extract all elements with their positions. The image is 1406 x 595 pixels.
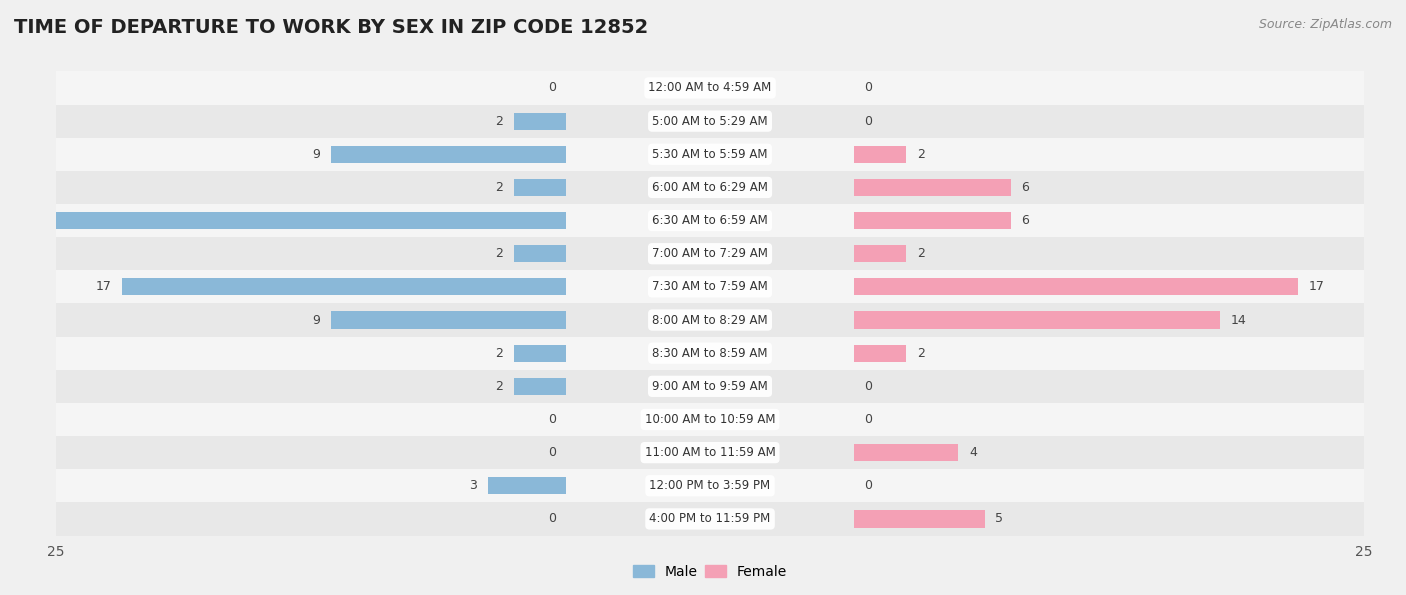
- Text: 9:00 AM to 9:59 AM: 9:00 AM to 9:59 AM: [652, 380, 768, 393]
- Bar: [853, 511, 984, 528]
- Text: Source: ZipAtlas.com: Source: ZipAtlas.com: [1258, 18, 1392, 31]
- Text: 2: 2: [495, 115, 503, 127]
- Text: 0: 0: [865, 380, 872, 393]
- Text: 9: 9: [312, 148, 321, 161]
- Bar: [56, 270, 1364, 303]
- Bar: [122, 278, 567, 296]
- Bar: [0, 212, 567, 229]
- Bar: [853, 278, 1298, 296]
- Bar: [853, 146, 905, 163]
- Text: 10:00 AM to 10:59 AM: 10:00 AM to 10:59 AM: [645, 413, 775, 426]
- Bar: [56, 71, 1364, 105]
- Text: 11:00 AM to 11:59 AM: 11:00 AM to 11:59 AM: [645, 446, 775, 459]
- Bar: [330, 311, 567, 328]
- Bar: [515, 245, 567, 262]
- Bar: [853, 245, 905, 262]
- Text: 5:00 AM to 5:29 AM: 5:00 AM to 5:29 AM: [652, 115, 768, 127]
- Text: 0: 0: [548, 413, 555, 426]
- Text: 2: 2: [495, 347, 503, 359]
- Text: 3: 3: [470, 480, 477, 492]
- Bar: [56, 469, 1364, 502]
- Text: 2: 2: [917, 148, 925, 161]
- Bar: [515, 378, 567, 395]
- Bar: [515, 179, 567, 196]
- Bar: [56, 369, 1364, 403]
- Text: 5:30 AM to 5:59 AM: 5:30 AM to 5:59 AM: [652, 148, 768, 161]
- Text: 9: 9: [312, 314, 321, 327]
- Text: 8:00 AM to 8:29 AM: 8:00 AM to 8:29 AM: [652, 314, 768, 327]
- Text: 2: 2: [917, 248, 925, 260]
- Text: 2: 2: [495, 181, 503, 194]
- Text: 4:00 PM to 11:59 PM: 4:00 PM to 11:59 PM: [650, 512, 770, 525]
- Text: 0: 0: [865, 115, 872, 127]
- Bar: [515, 112, 567, 130]
- Bar: [56, 337, 1364, 369]
- Text: 0: 0: [865, 480, 872, 492]
- Bar: [56, 436, 1364, 469]
- Bar: [853, 311, 1220, 328]
- Bar: [853, 444, 959, 461]
- Bar: [56, 171, 1364, 204]
- Text: 6:30 AM to 6:59 AM: 6:30 AM to 6:59 AM: [652, 214, 768, 227]
- Bar: [56, 137, 1364, 171]
- Text: 17: 17: [96, 280, 111, 293]
- Bar: [853, 345, 905, 362]
- Bar: [56, 403, 1364, 436]
- Bar: [56, 303, 1364, 337]
- Text: 17: 17: [1309, 280, 1324, 293]
- Bar: [56, 105, 1364, 137]
- Bar: [56, 204, 1364, 237]
- Text: 12:00 AM to 4:59 AM: 12:00 AM to 4:59 AM: [648, 82, 772, 95]
- Text: TIME OF DEPARTURE TO WORK BY SEX IN ZIP CODE 12852: TIME OF DEPARTURE TO WORK BY SEX IN ZIP …: [14, 18, 648, 37]
- Bar: [56, 237, 1364, 270]
- Text: 2: 2: [917, 347, 925, 359]
- Text: 12:00 PM to 3:59 PM: 12:00 PM to 3:59 PM: [650, 480, 770, 492]
- Text: 5: 5: [995, 512, 1002, 525]
- Text: 6:00 AM to 6:29 AM: 6:00 AM to 6:29 AM: [652, 181, 768, 194]
- Bar: [488, 477, 567, 494]
- Text: 6: 6: [1021, 214, 1029, 227]
- Bar: [330, 146, 567, 163]
- Text: 6: 6: [1021, 181, 1029, 194]
- Text: 7:00 AM to 7:29 AM: 7:00 AM to 7:29 AM: [652, 248, 768, 260]
- Text: 0: 0: [548, 446, 555, 459]
- Bar: [56, 502, 1364, 536]
- Text: 0: 0: [865, 413, 872, 426]
- Text: 0: 0: [548, 82, 555, 95]
- Text: 0: 0: [548, 512, 555, 525]
- Bar: [853, 212, 1011, 229]
- Text: 8:30 AM to 8:59 AM: 8:30 AM to 8:59 AM: [652, 347, 768, 359]
- Bar: [853, 179, 1011, 196]
- Text: 0: 0: [865, 82, 872, 95]
- Text: 4: 4: [969, 446, 977, 459]
- Text: 14: 14: [1230, 314, 1246, 327]
- Legend: Male, Female: Male, Female: [627, 559, 793, 584]
- Text: 7:30 AM to 7:59 AM: 7:30 AM to 7:59 AM: [652, 280, 768, 293]
- Text: 2: 2: [495, 248, 503, 260]
- Text: 2: 2: [495, 380, 503, 393]
- Bar: [515, 345, 567, 362]
